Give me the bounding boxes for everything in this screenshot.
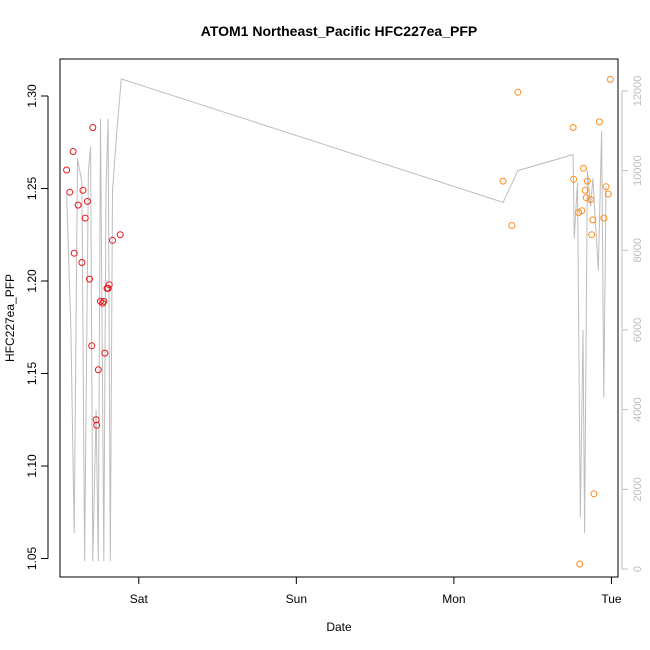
data-point <box>78 259 86 266</box>
y-tick-label: 1.30 <box>25 84 39 108</box>
data-point <box>582 194 590 202</box>
data-point <box>595 118 603 126</box>
data-point <box>109 236 116 244</box>
data-point <box>70 249 78 257</box>
altitude-series <box>66 78 607 562</box>
y2-tick-label: 4000 <box>632 397 644 421</box>
y2-tick-label: 6000 <box>632 318 644 342</box>
data-point <box>89 124 97 131</box>
y2-tick-label: 8000 <box>632 238 644 262</box>
y2-tick-label: 10000 <box>632 155 644 186</box>
points-layer <box>63 75 614 568</box>
data-point <box>93 421 101 429</box>
data-point <box>79 186 87 194</box>
x-tick-label: Tue <box>601 592 622 606</box>
y2-tick-label: 12000 <box>632 76 644 107</box>
y-tick-label: 1.20 <box>25 269 39 293</box>
y-tick-label: 1.10 <box>25 454 39 478</box>
x-tick-label: Sat <box>130 592 149 606</box>
data-point <box>602 183 610 191</box>
data-point <box>94 366 102 374</box>
data-point <box>100 297 108 305</box>
data-point <box>569 124 577 131</box>
data-point <box>606 75 614 83</box>
data-point <box>600 214 608 222</box>
data-point <box>575 209 583 216</box>
plot-frame <box>59 58 619 578</box>
data-point <box>83 197 91 205</box>
data-point <box>508 222 516 229</box>
y2-tick-label: 2000 <box>632 477 644 501</box>
x-axis-label: Date <box>326 620 352 634</box>
data-point <box>105 281 113 289</box>
data-point <box>101 349 109 357</box>
data-point <box>63 166 71 174</box>
data-point <box>576 560 584 568</box>
y2-tick-label: 0 <box>632 566 644 572</box>
data-point <box>580 164 587 172</box>
data-point <box>69 148 77 155</box>
data-point <box>81 214 89 222</box>
x-tick-label: Mon <box>442 592 465 606</box>
data-point <box>86 275 93 283</box>
data-point <box>104 284 112 292</box>
data-point <box>97 297 104 305</box>
y-tick-label: 1.05 <box>25 546 39 570</box>
data-point <box>514 88 522 96</box>
x-tick-label: Sun <box>286 592 307 606</box>
right-axis: 0 2000 4000 6000 8000 10000 12000 <box>621 76 644 572</box>
data-point <box>499 177 507 185</box>
data-point <box>581 186 589 194</box>
data-point <box>116 231 124 239</box>
chart-title: ATOM1 Northeast_Pacific HFC227ea_PFP <box>201 23 477 39</box>
left-axis: 1.05 1.10 1.15 1.20 1.25 1.30 <box>25 84 49 570</box>
y-tick-label: 1.25 <box>25 176 39 200</box>
data-point <box>590 490 598 498</box>
y-axis-label: HFC227ea_PFP <box>3 274 17 362</box>
x-axis: Sat Sun Mon Tue <box>130 577 622 606</box>
data-point <box>74 201 82 209</box>
data-point <box>604 190 612 198</box>
data-point <box>66 188 74 196</box>
data-point <box>587 196 595 204</box>
data-point <box>583 177 591 185</box>
data-point <box>578 207 586 215</box>
y-tick-label: 1.15 <box>25 361 39 385</box>
data-point <box>99 299 107 307</box>
data-point <box>588 231 596 239</box>
data-point <box>88 342 96 350</box>
data-point <box>570 175 578 183</box>
data-point <box>589 216 597 224</box>
altitude-line <box>66 78 607 562</box>
